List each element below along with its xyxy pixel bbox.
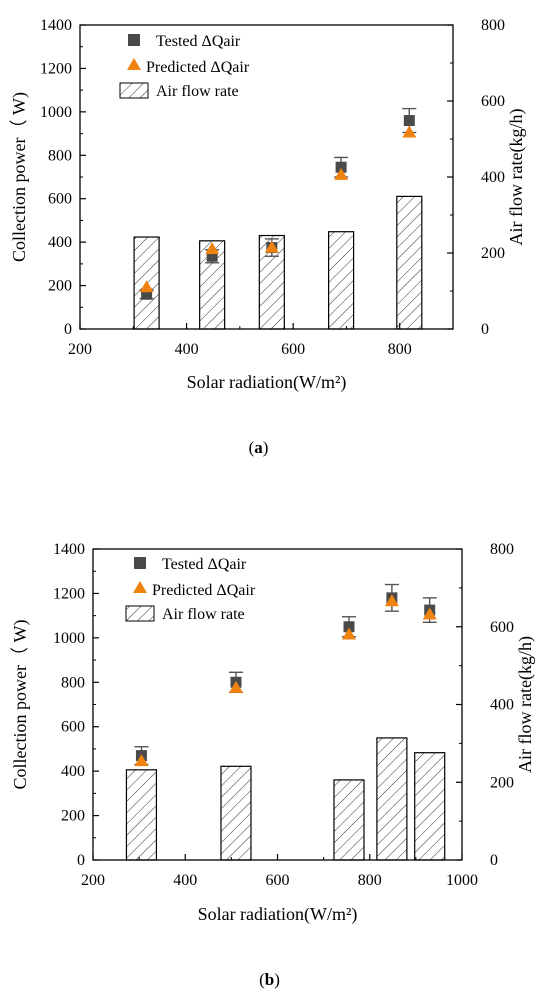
- y-axis-title: Collection power（ W): [9, 92, 30, 262]
- predicted-point: [264, 240, 279, 253]
- y-tick-label: 400: [48, 234, 72, 251]
- panel-label-letter: a: [254, 438, 263, 457]
- predicted-point: [341, 627, 356, 640]
- airflow-bar: [376, 737, 408, 861]
- airflow-bar: [414, 752, 446, 861]
- x-axis-title: Solar radiation(W/m²): [198, 904, 358, 925]
- y-tick-label: 800: [61, 674, 85, 691]
- airflow-bar: [328, 231, 355, 330]
- y-tick-label: 1000: [40, 104, 72, 121]
- y2-tick-label: 600: [490, 619, 514, 636]
- panel-label-close: ): [263, 438, 269, 457]
- y-tick-label: 1200: [40, 60, 72, 77]
- chart-panel-a: 0 200 400 600 800 1000 1200 1400 0 200 400 600 800 20…: [9, 17, 527, 457]
- predicted-point: [384, 594, 399, 607]
- panel-label: (a): [249, 438, 269, 457]
- y-axis-title: Collection power（ W): [10, 620, 31, 790]
- y-tick-label: 1200: [53, 585, 85, 602]
- y-tick-label: 200: [48, 278, 72, 295]
- legend-tested-marker: [128, 34, 140, 46]
- chart-panel-b: 0 200 400 600 800 1000 1200 1400 0 200 400 600 800 20…: [10, 541, 536, 989]
- panel-label-open: (: [249, 438, 255, 457]
- legend-airflow-swatch: [119, 82, 149, 99]
- predicted-point: [402, 125, 417, 138]
- x-tick-label: 800: [388, 341, 412, 358]
- y2-tick-label: 800: [490, 541, 514, 558]
- tested-point: [343, 621, 355, 633]
- predicted-point: [334, 167, 349, 180]
- x-tick-label: 600: [266, 872, 290, 889]
- y2-tick-label: 400: [490, 697, 514, 714]
- legend-airflow-swatch: [125, 605, 155, 622]
- y-tick-label: 1400: [40, 17, 72, 34]
- x-tick-label: 400: [173, 872, 197, 889]
- panel-label: (b): [259, 970, 280, 989]
- legend-tested-label: Tested ΔQair: [156, 33, 241, 50]
- y-tick-label: 800: [48, 147, 72, 164]
- airflow-bar: [125, 769, 158, 861]
- x-tick-label: 800: [358, 872, 382, 889]
- legend-airflow-label: Air flow rate: [156, 83, 239, 100]
- y-tick-label: 600: [48, 191, 72, 208]
- y-tick-label: 1000: [53, 630, 85, 647]
- x-tick-label: 200: [81, 872, 105, 889]
- legend-airflow-label: Air flow rate: [162, 606, 245, 623]
- y-tick-label: 400: [61, 763, 85, 780]
- x-tick-label: 1000: [446, 872, 478, 889]
- y2-tick-label: 0: [490, 852, 498, 869]
- y-tick-label: 0: [77, 852, 85, 869]
- airflow-bar: [220, 765, 252, 861]
- panel-label-open: (: [259, 970, 265, 989]
- y-tick-label: 0: [64, 321, 72, 338]
- tested-point: [335, 161, 347, 173]
- tested-point: [141, 288, 153, 300]
- y2-tick-label: 200: [490, 774, 514, 791]
- y2-axis-title: Air flow rate(kg/h): [506, 109, 527, 246]
- legend-predicted-marker: [133, 581, 147, 593]
- legend-tested-label: Tested ΔQair: [162, 556, 247, 573]
- legend-predicted-label: Predicted ΔQair: [146, 59, 250, 76]
- legend-predicted-label: Predicted ΔQair: [152, 582, 256, 599]
- airflow-bar: [396, 195, 423, 330]
- y-tick-label: 200: [61, 808, 85, 825]
- y2-axis-title: Air flow rate(kg/h): [515, 636, 536, 773]
- panel-label-letter: b: [265, 970, 274, 989]
- legend-tested-marker: [134, 557, 146, 569]
- predicted-point: [422, 607, 437, 620]
- predicted-point: [205, 242, 220, 255]
- tested-point: [403, 115, 415, 127]
- y-tick-label: 600: [61, 719, 85, 736]
- predicted-point: [134, 754, 149, 767]
- y2-tick-label: 600: [481, 93, 505, 110]
- y2-tick-label: 400: [481, 169, 505, 186]
- predicted-point: [228, 680, 243, 693]
- y2-tick-label: 800: [481, 17, 505, 34]
- panel-label-close: ): [274, 970, 280, 989]
- airflow-bar: [333, 779, 365, 861]
- legend-predicted-marker: [127, 58, 141, 70]
- tested-point: [206, 250, 218, 262]
- x-axis-title: Solar radiation(W/m²): [187, 372, 347, 393]
- x-tick-label: 200: [68, 341, 92, 358]
- predicted-point: [139, 280, 154, 293]
- y2-tick-label: 200: [481, 245, 505, 262]
- x-tick-label: 400: [175, 341, 199, 358]
- y2-tick-label: 0: [481, 321, 489, 338]
- x-tick-label: 600: [281, 341, 305, 358]
- y-tick-label: 1400: [53, 541, 85, 558]
